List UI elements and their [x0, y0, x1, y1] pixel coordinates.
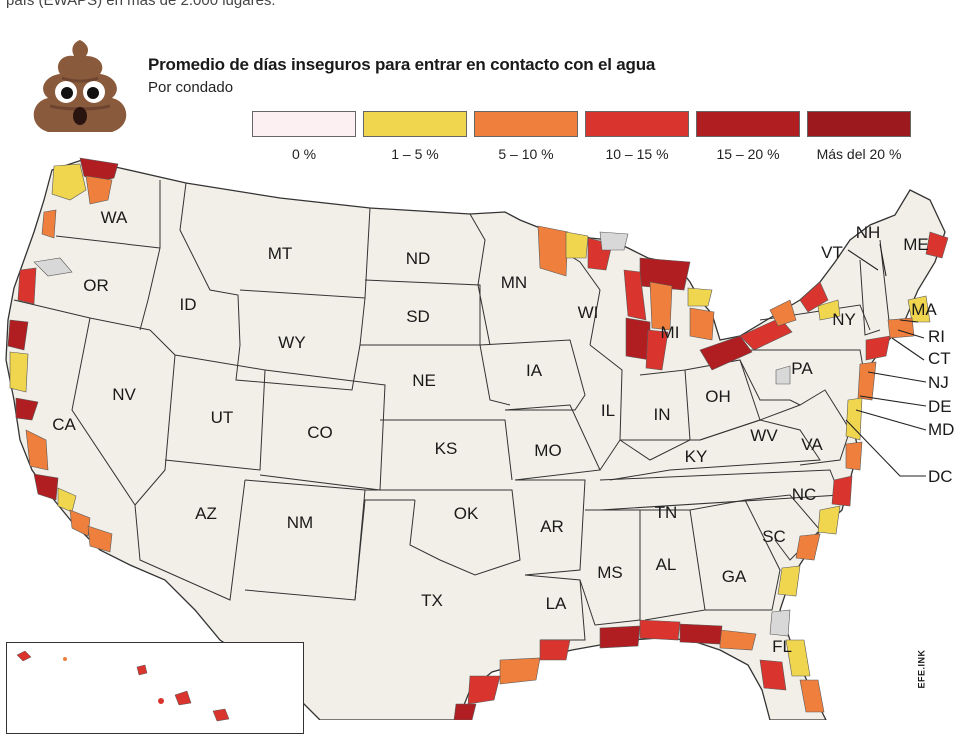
state-label-sc: SC — [762, 527, 786, 546]
state-label-ok: OK — [454, 504, 479, 523]
state-label-ia: IA — [526, 361, 543, 380]
legend-swatch — [807, 111, 911, 137]
efe-logo: EFE.INK — [917, 640, 946, 710]
map-title: Promedio de días inseguros para entrar e… — [148, 55, 656, 74]
state-label-oh: OH — [705, 387, 731, 406]
state-label-dc: DC — [928, 467, 953, 486]
state-label-id: ID — [180, 295, 197, 314]
state-label-tx: TX — [421, 591, 443, 610]
state-label-nj: NJ — [928, 373, 949, 392]
legend-label: 15 – 20 % — [716, 146, 780, 162]
state-label-ut: UT — [211, 408, 234, 427]
state-label-mi: MI — [661, 323, 680, 342]
legend-item: 15 – 20 % — [696, 111, 802, 167]
state-label-or: OR — [83, 276, 109, 295]
state-label-mn: MN — [501, 273, 527, 292]
us-county-map: WA OR CA ID NV MT WY UT AZ CO NM ND SD N… — [5, 157, 954, 720]
state-label-pa: PA — [791, 359, 813, 378]
state-label-ms: MS — [597, 563, 623, 582]
state-label-il: IL — [601, 401, 615, 420]
state-label-wy: WY — [278, 333, 305, 352]
state-label-nc: NC — [792, 485, 817, 504]
state-label-ky: KY — [685, 447, 708, 466]
legend-item: Más del 20 % — [807, 111, 913, 167]
state-label-nh: NH — [856, 223, 881, 242]
legend-label: Más del 20 % — [816, 146, 902, 162]
poop-emoji-icon — [33, 40, 127, 132]
alaska-hawaii-inset — [6, 642, 304, 734]
state-label-ar: AR — [540, 517, 564, 536]
state-labels: WA OR CA ID NV MT WY UT AZ CO NM ND SD N… — [52, 208, 954, 656]
state-label-fl: FL — [772, 637, 792, 656]
state-label-me: ME — [903, 235, 929, 254]
legend-swatch — [252, 111, 356, 137]
state-label-nd: ND — [406, 249, 431, 268]
state-label-la: LA — [546, 594, 567, 613]
state-label-vt: VT — [821, 243, 843, 262]
cut-off-intro-text: país (EWAPS) en más de 2.000 lugares. — [6, 0, 276, 9]
legend-label: 5 – 10 % — [498, 146, 554, 162]
legend-label: 1 – 5 % — [391, 146, 439, 162]
state-label-nv: NV — [112, 385, 136, 404]
leader-lines — [845, 243, 927, 477]
state-label-md: MD — [928, 420, 954, 439]
state-label-tn: TN — [655, 503, 678, 522]
state-label-ma: MA — [911, 300, 937, 319]
state-label-ks: KS — [435, 439, 458, 458]
state-label-az: AZ — [195, 504, 217, 523]
state-label-co: CO — [307, 423, 333, 442]
legend-item: 10 – 15 % — [585, 111, 691, 167]
legend-item: 0 % — [252, 111, 358, 167]
state-label-wi: WI — [578, 303, 599, 322]
legend-label: 0 % — [291, 146, 317, 162]
color-legend: 0 % 1 – 5 % 5 – 10 % 10 – 15 % 15 – 20 %… — [252, 111, 914, 167]
state-label-nm: NM — [287, 513, 313, 532]
legend-swatch — [363, 111, 467, 137]
legend-item: 1 – 5 % — [363, 111, 469, 167]
state-label-ne: NE — [412, 371, 436, 390]
state-label-al: AL — [656, 555, 677, 574]
legend-item: 5 – 10 % — [474, 111, 580, 167]
legend-swatch — [474, 111, 578, 137]
state-label-ca: CA — [52, 415, 76, 434]
county-fills — [7, 157, 949, 720]
state-label-wv: WV — [750, 426, 778, 445]
map-subtitle: Por condado — [148, 79, 234, 96]
state-label-mo: MO — [534, 441, 561, 460]
inset-map — [16, 650, 230, 722]
state-label-ct: CT — [928, 349, 951, 368]
legend-swatch — [696, 111, 800, 137]
state-label-wa: WA — [101, 208, 128, 227]
state-label-in: IN — [654, 405, 671, 424]
logo-text: EFE.INK — [916, 649, 927, 689]
legend-swatch — [585, 111, 689, 137]
state-label-ri: RI — [928, 327, 945, 346]
state-label-de: DE — [928, 397, 952, 416]
state-label-sd: SD — [406, 307, 430, 326]
state-label-mt: MT — [268, 244, 293, 263]
state-label-ga: GA — [722, 567, 747, 586]
legend-label: 10 – 15 % — [605, 146, 669, 162]
state-label-va: VA — [801, 435, 823, 454]
state-label-ny: NY — [832, 310, 856, 329]
